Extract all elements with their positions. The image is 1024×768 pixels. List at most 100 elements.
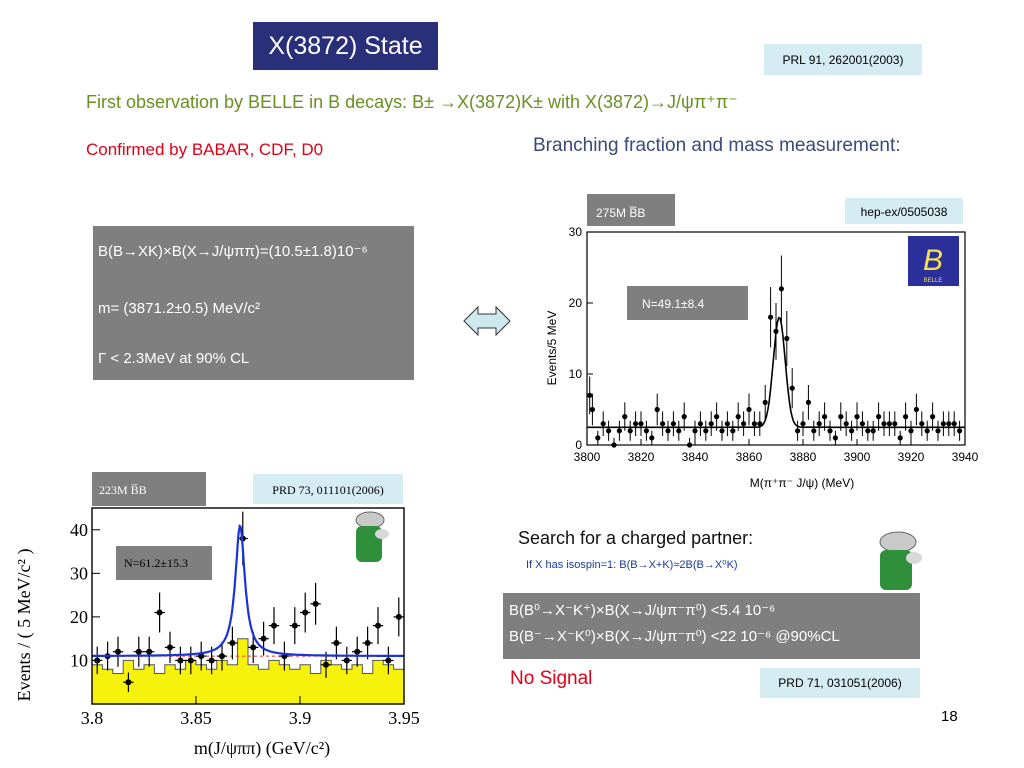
belle-data-point xyxy=(854,414,860,420)
belle-data-point xyxy=(784,335,790,342)
belle-x-tick-label: 3860 xyxy=(736,450,763,464)
belle-data-point xyxy=(611,442,617,448)
babar-y-tick-label: 30 xyxy=(70,563,88,583)
babar-data-point xyxy=(250,644,257,651)
belle-data-point xyxy=(600,421,606,427)
babar-data-point xyxy=(125,679,132,686)
babar-plot-area: 3.8 3.85 3.9 3.95 10 20 30 40 xyxy=(70,507,420,728)
belle-data-point xyxy=(670,421,676,427)
babar-fit-curve xyxy=(92,524,404,657)
charged-result-neutral-b: B(B⁰→X⁻K⁺)×B(X→J/ψπ⁻π⁰) <5.4 10⁻⁶ xyxy=(509,602,776,619)
belle-data-point xyxy=(881,421,887,427)
confirmed-text: Confirmed by BABAR, CDF, D0 xyxy=(86,140,324,159)
babar-data-point xyxy=(364,640,371,647)
belle-data-point xyxy=(587,392,593,398)
belle-data-point xyxy=(741,421,747,427)
belle-data-point xyxy=(951,421,957,427)
babar-data-point xyxy=(323,661,329,668)
charged-partner-heading: Search for a charged partner: xyxy=(518,528,754,548)
babar-data-point xyxy=(208,657,215,664)
belle-data-point xyxy=(865,428,871,434)
belle-data-point xyxy=(838,414,844,420)
belle-data-point xyxy=(681,414,687,420)
belle-yield: N=49.1±8.4 xyxy=(642,297,705,311)
belle-data-point xyxy=(730,428,736,434)
slide-title: X(3872) State xyxy=(253,22,438,70)
babar-data-point xyxy=(198,653,205,660)
belle-data-point xyxy=(627,428,633,434)
belle-data-point xyxy=(795,428,801,434)
belle-data-point xyxy=(870,428,876,434)
belle-logo-text: BELLE xyxy=(924,278,943,284)
belle-data-point xyxy=(616,428,622,434)
babar-xlabel: m(J/ψππ) (GeV/c²) xyxy=(194,738,330,759)
belle-data-point xyxy=(886,421,892,427)
belle-data-point xyxy=(913,406,919,413)
branching-heading: Branching fraction and mass measurement: xyxy=(533,135,901,156)
babar-x-tick-label: 3.8 xyxy=(81,708,104,728)
belle-data-point xyxy=(778,286,784,292)
belle-data-point xyxy=(957,428,963,434)
observation-text: First observation by BELLE in B decays: … xyxy=(86,92,738,112)
babar-data-point xyxy=(187,657,194,664)
babar-data-point xyxy=(229,640,236,647)
belle-data-point xyxy=(719,428,725,434)
belle-data-point xyxy=(859,421,865,427)
no-signal-text: No Signal xyxy=(510,668,593,689)
belle-x-tick-label: 3880 xyxy=(790,450,817,464)
mass-result: m= (3871.2±0.5) MeV/c² xyxy=(98,300,261,317)
belle-data-point xyxy=(714,414,720,420)
belle-data-point xyxy=(816,421,822,427)
belle-fit-curve xyxy=(587,316,965,429)
belle-xlabel: M(π⁺π⁻ J/ψ) (MeV) xyxy=(750,476,854,490)
belle-data-point xyxy=(924,428,930,434)
belle-yield-box xyxy=(627,286,748,320)
belle-data-point xyxy=(708,421,714,427)
babar-data-point xyxy=(354,648,361,655)
belle-data-point xyxy=(827,428,833,434)
belle-x-tick-label: 3800 xyxy=(574,450,601,464)
babar-x-tick-label: 3.9 xyxy=(289,708,312,728)
belle-data-point xyxy=(622,414,628,420)
babar-ref: PRD 73, 011101(2006) xyxy=(272,483,383,497)
babar-elephant-icon xyxy=(355,511,389,562)
babar-sample-tag: 223M B̅B xyxy=(99,483,147,497)
belle-chart: 275M B̅B hep-ex/0505038 B BELLE N=49.1±8… xyxy=(545,194,979,490)
belle-data-point xyxy=(746,406,752,413)
babar-x-tick-label: 3.95 xyxy=(388,708,420,728)
belle-data-point xyxy=(800,421,806,427)
belle-data-point xyxy=(676,428,682,434)
belle-data-point xyxy=(908,428,914,434)
belle-data-point xyxy=(762,399,768,405)
belle-data-point xyxy=(665,428,671,434)
belle-data-point xyxy=(649,435,655,441)
isospin-note: If X has isospin=1: B(B→X+K)≈2B(B→X⁰K) xyxy=(526,559,738,571)
belle-ref-box xyxy=(845,198,963,224)
babar-y-tick-label: 10 xyxy=(70,650,88,670)
belle-data-point xyxy=(946,421,952,427)
babar-yield-box xyxy=(116,546,212,580)
babar-data-point xyxy=(135,648,142,655)
babar-data-point xyxy=(395,613,402,620)
belle-x-tick-label: 3920 xyxy=(898,450,925,464)
belle-y-tick-label: 30 xyxy=(569,225,583,239)
belle-data-point xyxy=(697,421,703,427)
babar-y-tick-label: 40 xyxy=(70,520,88,540)
babar-data-point xyxy=(333,640,340,647)
babar-data-point xyxy=(271,622,277,629)
babar-data-point xyxy=(291,622,298,629)
belle-x-tick-label: 3840 xyxy=(682,450,709,464)
belle-plot-frame xyxy=(586,231,966,446)
belle-data-point xyxy=(654,406,660,413)
belle-sample-tag: 275M B̅B xyxy=(596,206,645,220)
belle-data-point xyxy=(919,421,925,427)
belle-data-point xyxy=(735,414,741,420)
belle-data-point xyxy=(751,421,757,427)
belle-data-point xyxy=(897,435,903,441)
belle-data-point xyxy=(606,428,612,434)
belle-y-tick-label: 0 xyxy=(575,438,582,452)
babar-plot-frame xyxy=(91,507,405,705)
reference-prd-bottom: PRD 71, 031051(2006) xyxy=(760,668,920,698)
belle-ylabel: Events/5 MeV xyxy=(545,311,559,386)
width-result: Γ < 2.3MeV at 90% CL xyxy=(98,350,250,367)
